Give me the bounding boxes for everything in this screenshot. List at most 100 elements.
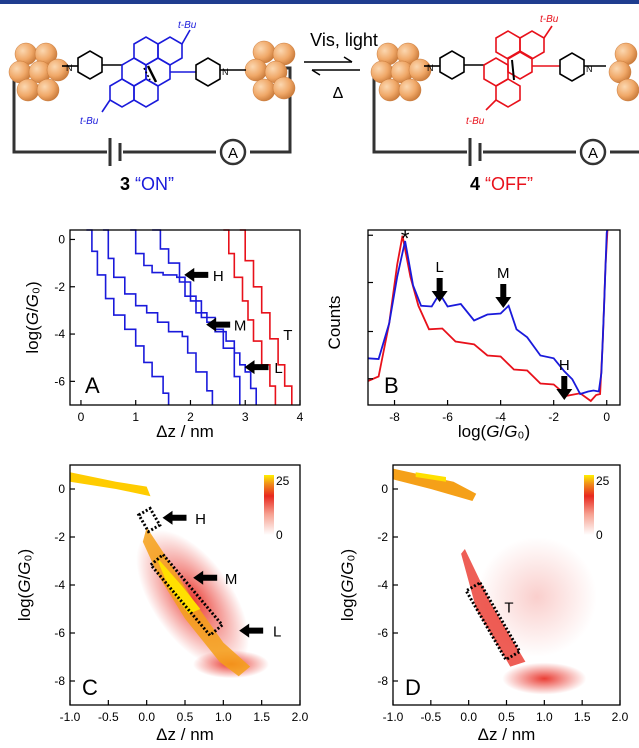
reaction-label-heat: Δ bbox=[333, 85, 344, 102]
y-tick-label: 0 bbox=[381, 482, 388, 496]
x-tick-label: 3 bbox=[242, 410, 249, 424]
annotation-arrow bbox=[495, 284, 512, 308]
state-off: “OFF” bbox=[485, 174, 533, 194]
annotation-arrow bbox=[162, 510, 187, 525]
state-on: “ON” bbox=[135, 174, 174, 194]
x-tick-label: 0.5 bbox=[498, 710, 515, 724]
trace-6 bbox=[239, 229, 293, 405]
density-haze bbox=[476, 537, 597, 657]
panel-b: -8 -6 -4 -2 0 log(G/G₀) Counts B * L M H bbox=[325, 226, 621, 441]
annotation-arrow bbox=[556, 376, 573, 400]
annotation-label: T bbox=[504, 600, 513, 617]
x-tick-label: 2.0 bbox=[612, 710, 629, 724]
density-plateau bbox=[70, 472, 151, 497]
ammeter-left: A bbox=[219, 138, 247, 166]
annotation-label: L bbox=[273, 624, 281, 641]
density-hotspot bbox=[415, 472, 446, 482]
x-tick-label: 0 bbox=[78, 410, 85, 424]
electrode-left-2 bbox=[244, 40, 296, 102]
ammeter-right: A bbox=[579, 138, 607, 166]
x-tick-label: 1.5 bbox=[574, 710, 591, 724]
x-tick-label: 0.0 bbox=[138, 710, 155, 724]
x-tick-label: -0.5 bbox=[98, 710, 119, 724]
colorbar bbox=[584, 475, 594, 535]
trace-2 bbox=[102, 229, 214, 405]
annotation-star: * bbox=[401, 226, 410, 251]
x-tick-label: -1.0 bbox=[60, 710, 81, 724]
y-tick-label: -4 bbox=[377, 578, 388, 592]
y-tick-label: -8 bbox=[54, 674, 65, 688]
state-label-3: 3 “ON” bbox=[120, 174, 174, 194]
y-axis-label: Counts bbox=[325, 296, 344, 350]
molecule-4-n-right: N bbox=[586, 64, 593, 74]
annotation-label: H bbox=[213, 268, 224, 285]
x-tick-label: 1.0 bbox=[215, 710, 232, 724]
annotation-label: L bbox=[435, 259, 443, 276]
molecule-4 bbox=[424, 25, 606, 111]
y-axis-label: log(G/G₀) bbox=[15, 549, 34, 621]
x-tick-label: 0 bbox=[603, 410, 610, 424]
y-tick-label: -4 bbox=[54, 327, 65, 341]
annotation-arrow bbox=[184, 267, 209, 282]
histogram-1 bbox=[368, 230, 609, 403]
x-tick-label: -4 bbox=[495, 410, 506, 424]
annotation-label: T bbox=[283, 327, 292, 344]
y-tick-label: -4 bbox=[54, 578, 65, 592]
y-axis-label: log(G/G₀) bbox=[338, 549, 357, 621]
x-tick-label: -8 bbox=[389, 410, 400, 424]
panel-a: 0 1 2 3 4 0 -2 -4 -6 Δz / nm log(G/G₀) A H M LT bbox=[23, 229, 304, 441]
colorbar-min: 0 bbox=[276, 528, 283, 542]
plot-frame bbox=[69, 229, 301, 406]
histogram-2 bbox=[368, 230, 609, 396]
x-tick-label: 2.0 bbox=[292, 710, 309, 724]
x-tick-label: 0.0 bbox=[460, 710, 477, 724]
annotation-arrow bbox=[239, 623, 264, 638]
x-tick-label: 1 bbox=[132, 410, 139, 424]
x-axis-label: Δz / nm bbox=[156, 422, 214, 441]
annotation-arrow bbox=[193, 570, 218, 585]
region-outline-m bbox=[148, 552, 225, 638]
trace-1 bbox=[86, 229, 170, 405]
tbu-label-3-top: t-Bu bbox=[178, 20, 197, 31]
x-tick-label: 1.5 bbox=[253, 710, 270, 724]
panel-c: -1.0 -0.5 0.0 0.5 1.0 1.5 2.0 0 -2 -4 -6 -8 Δz / nm l… bbox=[15, 464, 309, 744]
density-map bbox=[393, 468, 597, 695]
colorbar-max: 25 bbox=[276, 474, 290, 488]
tbu-label-4-bottom: t-Bu bbox=[466, 116, 485, 127]
y-tick-label: 0 bbox=[58, 482, 65, 496]
density-map bbox=[70, 472, 269, 679]
tbu-label-4-top: t-Bu bbox=[540, 14, 559, 25]
annotation-label: M bbox=[225, 571, 238, 588]
annotation-arrow bbox=[431, 278, 448, 302]
y-tick-label: -6 bbox=[54, 374, 65, 388]
x-axis-label: Δz / nm bbox=[478, 725, 536, 744]
electrode-right-2 bbox=[608, 42, 639, 102]
y-tick-label: -2 bbox=[54, 530, 65, 544]
annotation-label: M bbox=[497, 265, 510, 282]
colorbar-max: 25 bbox=[596, 474, 610, 488]
x-axis-label: log(G/G₀) bbox=[458, 422, 530, 441]
annotation-arrow bbox=[206, 317, 231, 332]
tbu-label-3-bottom: t-Bu bbox=[80, 116, 99, 127]
compound-number-4: 4 bbox=[470, 174, 480, 194]
density-tail bbox=[502, 662, 587, 695]
y-tick-label: -8 bbox=[377, 674, 388, 688]
x-tick-label: -0.5 bbox=[420, 710, 441, 724]
panel-label: A bbox=[85, 373, 100, 398]
equilibrium-arrows bbox=[304, 56, 360, 76]
x-tick-label: -6 bbox=[442, 410, 453, 424]
molecule-3-n-right: N bbox=[222, 67, 229, 77]
ammeter-right-label: A bbox=[588, 145, 598, 162]
density-hotspot bbox=[155, 556, 201, 614]
panel-d: -1.0 -0.5 0.0 0.5 1.0 1.5 2.0 0 -2 -4 -6 -8 Δz / nm l… bbox=[338, 464, 629, 744]
x-axis-label: Δz / nm bbox=[156, 725, 214, 744]
annotation-label: H bbox=[559, 357, 570, 374]
colorbar bbox=[264, 475, 274, 535]
trace-5 bbox=[223, 229, 277, 405]
y-tick-label: -6 bbox=[54, 626, 65, 640]
histogram-traces bbox=[368, 230, 609, 403]
plot-frame bbox=[367, 229, 621, 406]
annotation-label: L bbox=[274, 360, 282, 377]
annotation-arrow bbox=[244, 360, 269, 375]
